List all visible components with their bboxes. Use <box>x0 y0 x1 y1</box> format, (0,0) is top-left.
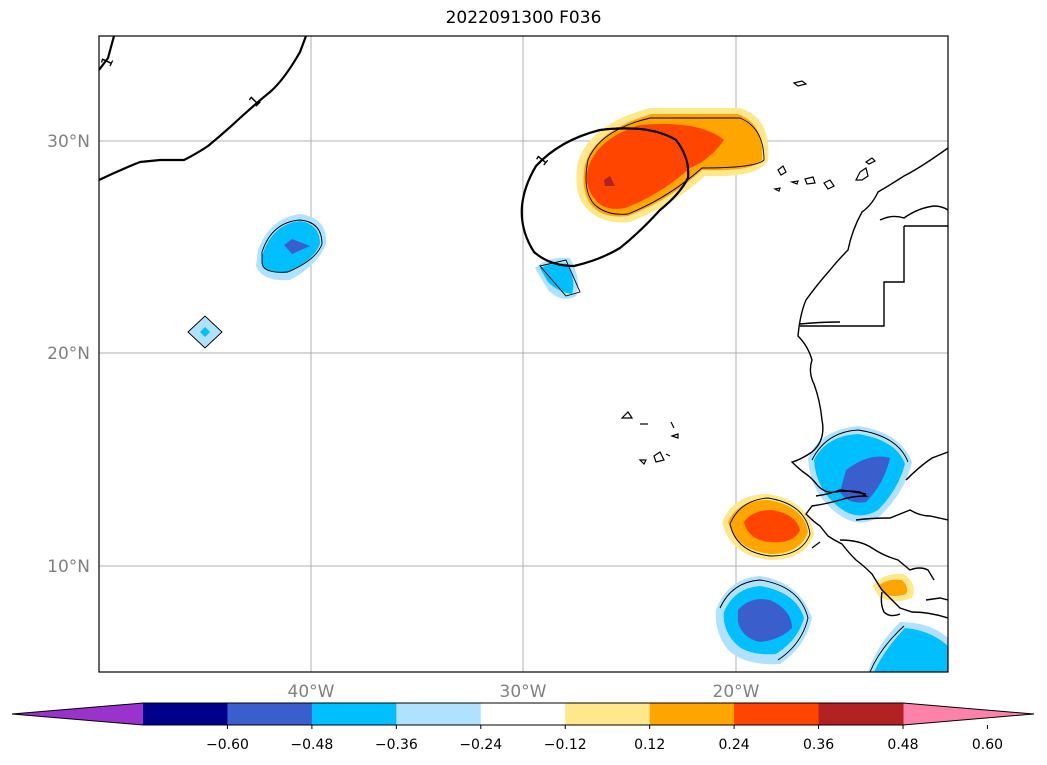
colorbar-segment <box>734 703 820 725</box>
map-frame <box>98 35 949 673</box>
colorbar-tick-label: 0.12 <box>634 737 665 753</box>
colorbar-tick-label: 0.48 <box>887 737 918 753</box>
lat-label-20n: 20°N <box>47 344 90 364</box>
islands <box>620 80 877 549</box>
colorbar-tick-label: 0.24 <box>719 737 750 753</box>
cape-verde-1 <box>620 411 634 419</box>
colorbar-segment <box>143 703 228 725</box>
colorbar-segment <box>565 703 651 725</box>
thick-contours <box>99 36 690 268</box>
canary-1 <box>777 165 787 176</box>
colorbar-tick-label: −0.60 <box>206 737 249 753</box>
colorbar: −0.60 −0.48 −0.36 −0.24 −0.12 0.12 0.24 0.36 0.4… <box>11 702 1035 753</box>
contour-central-loop <box>520 127 690 268</box>
lat-label-30n: 30°N <box>47 132 90 152</box>
colorbar-segment <box>818 703 904 725</box>
colorbar-segment <box>227 703 313 725</box>
colorbar-tick-label: 0.36 <box>803 737 834 753</box>
gridlines <box>99 36 948 672</box>
lat-labels: 30°N 20°N 10°N <box>47 132 90 577</box>
map-area: 1 1 1 <box>99 36 948 672</box>
africa-coast <box>790 147 948 619</box>
colorbar-tick-label: −0.36 <box>375 737 418 753</box>
colorbar-outline <box>11 702 1035 726</box>
lon-label-20w: 20°W <box>713 682 760 702</box>
colorbar-tick-label: −0.24 <box>459 737 502 753</box>
colorbar-tick-label: 0.60 <box>972 737 1003 753</box>
madeira <box>792 80 808 87</box>
contour-northwest-corner <box>99 36 116 71</box>
coastlines <box>790 147 948 619</box>
colorbar-extend-high <box>903 703 1034 725</box>
contour-northwest <box>99 36 308 181</box>
filled-contours <box>188 108 948 672</box>
colorbar-segment <box>480 703 566 725</box>
lon-label-30w: 30°W <box>500 682 547 702</box>
colorbar-tick-label: −0.48 <box>290 737 333 753</box>
colorbar-tick-label: −0.12 <box>544 737 587 753</box>
colorbar-segment <box>311 703 397 725</box>
lon-labels: 40°W 30°W 20°W <box>288 682 760 702</box>
lat-label-10n: 10°N <box>47 557 90 577</box>
thin-contours <box>187 117 909 672</box>
map-title: 2022091300 F036 <box>445 8 602 28</box>
colorbar-extend-low <box>12 703 143 725</box>
lon-label-40w: 40°W <box>288 682 335 702</box>
colorbar-segment <box>649 703 735 725</box>
colorbar-segment <box>396 703 482 725</box>
